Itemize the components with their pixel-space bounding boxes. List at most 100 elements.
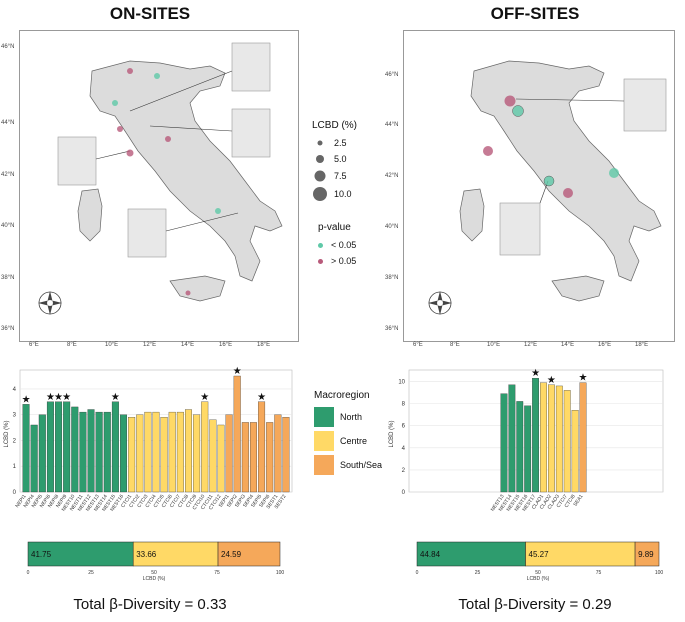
lcbd-bar bbox=[524, 405, 532, 493]
significance-star: ★ bbox=[200, 392, 209, 403]
significance-star: ★ bbox=[54, 392, 63, 403]
lcbd-bar bbox=[79, 411, 87, 493]
lcbd-bar bbox=[193, 414, 201, 493]
y-tick-label: 2 bbox=[13, 438, 17, 444]
lcbd-bar bbox=[209, 419, 217, 493]
north-swatch bbox=[314, 407, 334, 427]
share-x-label: LCBD (%) bbox=[527, 576, 550, 582]
pvalue-legend: p-value < 0.05 > 0.05 bbox=[318, 222, 388, 269]
left-map-lat-labels: 46°N 44°N 42°N 40°N 38°N 36°N bbox=[1, 44, 15, 332]
lcbd-bar bbox=[111, 401, 119, 493]
lcbd-bar bbox=[46, 401, 54, 493]
share-segment bbox=[634, 541, 660, 567]
lcbd-bar bbox=[128, 417, 136, 493]
lcbd-legend-item: 2.5 bbox=[312, 135, 382, 151]
significance-star: ★ bbox=[257, 392, 266, 403]
compass-icon bbox=[428, 291, 452, 315]
lcbd-bar bbox=[144, 411, 152, 493]
y-axis-label: LCBD (%) bbox=[389, 420, 395, 447]
significance-star: ★ bbox=[22, 394, 31, 405]
left-map bbox=[19, 30, 299, 342]
lcbd-bar bbox=[152, 411, 160, 493]
off-sites-share-bar: 44.84 45.27 9.89 0 25 50 75 100 LCBD (%) bbox=[416, 541, 664, 582]
share-x-tick: 75 bbox=[214, 570, 220, 576]
share-segment bbox=[27, 541, 134, 567]
lcbd-bar bbox=[185, 409, 192, 493]
lcbd-bar bbox=[95, 411, 103, 493]
pvalue-legend-item: > 0.05 bbox=[318, 253, 388, 269]
lcbd-bar bbox=[579, 382, 587, 493]
lcbd-bar bbox=[168, 411, 176, 493]
significance-star: ★ bbox=[579, 373, 588, 384]
lcbd-legend: LCBD (%) 2.5 5.0 7.5 10.0 bbox=[312, 120, 382, 203]
sicily bbox=[169, 275, 226, 302]
lcbd-bar bbox=[241, 422, 249, 493]
lcbd-bar bbox=[136, 414, 144, 493]
lcbd-bar bbox=[22, 404, 30, 493]
macroregion-legend-title: Macroregion bbox=[314, 390, 370, 401]
lcbd-bar bbox=[258, 401, 266, 493]
lcbd-bar bbox=[563, 390, 571, 493]
right-panel-title: OFF-SITES bbox=[490, 4, 580, 23]
left-map-lon-labels: 6°E 8°E 10°E 12°E 14°E 16°E 18°E bbox=[29, 342, 271, 348]
on-sites-total-beta-diversity: Total β-Diversity = 0.33 bbox=[73, 596, 227, 613]
significance-star: ★ bbox=[531, 368, 540, 379]
share-x-tick: 25 bbox=[475, 570, 481, 576]
lcbd-bar bbox=[217, 424, 225, 493]
lcbd-bar bbox=[532, 378, 539, 493]
significance-star: ★ bbox=[46, 392, 55, 403]
lcbd-bar bbox=[103, 411, 111, 493]
lcbd-bar bbox=[249, 422, 257, 493]
share-label: 33.66 bbox=[136, 550, 157, 559]
lcbd-bar bbox=[63, 401, 71, 493]
y-tick-label: 0 bbox=[13, 490, 17, 496]
sicily bbox=[551, 275, 605, 302]
y-tick-label: 4 bbox=[402, 446, 406, 452]
lcbd-bar bbox=[201, 401, 209, 493]
share-label: 44.84 bbox=[420, 550, 441, 559]
lcbd-legend-title: LCBD (%) bbox=[312, 120, 358, 131]
centre-swatch bbox=[314, 431, 334, 451]
lcbd-bar bbox=[225, 414, 233, 493]
lcbd-bar bbox=[266, 422, 274, 493]
lcbd-bar bbox=[176, 411, 184, 493]
compass-icon bbox=[38, 291, 62, 315]
share-x-tick: 0 bbox=[27, 570, 30, 576]
off-sites-total-beta-diversity: Total β-Diversity = 0.29 bbox=[458, 596, 612, 613]
right-map-svg bbox=[428, 60, 667, 315]
lcbd-bar bbox=[120, 414, 127, 493]
y-tick-label: 3 bbox=[13, 413, 17, 419]
pvalue-swatch bbox=[318, 242, 323, 248]
share-segment bbox=[132, 541, 219, 567]
y-tick-label: 8 bbox=[402, 402, 406, 408]
lcbd-bar bbox=[55, 401, 63, 493]
share-x-tick: 50 bbox=[535, 570, 541, 576]
share-x-tick: 25 bbox=[88, 570, 94, 576]
pvalue-legend-item: < 0.05 bbox=[318, 237, 388, 253]
south-sea-swatch bbox=[314, 455, 334, 475]
on-sites-share-bar: 41.75 33.66 24.59 0 25 50 75 100 LCBD (%) bbox=[27, 541, 284, 582]
lcbd-legend-item: 10.0 bbox=[312, 185, 382, 203]
lcbd-bar bbox=[30, 424, 38, 493]
y-tick-label: 10 bbox=[398, 380, 405, 386]
sardinia bbox=[459, 188, 485, 242]
lcbd-bar bbox=[274, 414, 282, 493]
share-x-tick: 100 bbox=[655, 570, 664, 576]
share-label: 9.89 bbox=[638, 550, 654, 559]
lcbd-bar bbox=[282, 417, 290, 493]
share-x-tick: 75 bbox=[596, 570, 602, 576]
lcbd-bar bbox=[571, 410, 579, 493]
share-segment bbox=[217, 541, 281, 567]
left-panel-title: ON-SITES bbox=[109, 4, 191, 23]
lcbd-bar bbox=[38, 414, 46, 493]
share-x-tick: 0 bbox=[416, 570, 419, 576]
share-label: 45.27 bbox=[529, 550, 550, 559]
lcbd-bar bbox=[160, 417, 168, 493]
significance-star: ★ bbox=[547, 375, 556, 386]
lcbd-bar bbox=[548, 384, 555, 493]
share-x-label: LCBD (%) bbox=[143, 576, 166, 582]
right-map-lat-labels: 46°N 44°N 42°N 40°N 38°N 36°N bbox=[385, 72, 399, 332]
macroregion-legend-item: Centre bbox=[314, 431, 394, 451]
share-label: 41.75 bbox=[31, 550, 52, 559]
